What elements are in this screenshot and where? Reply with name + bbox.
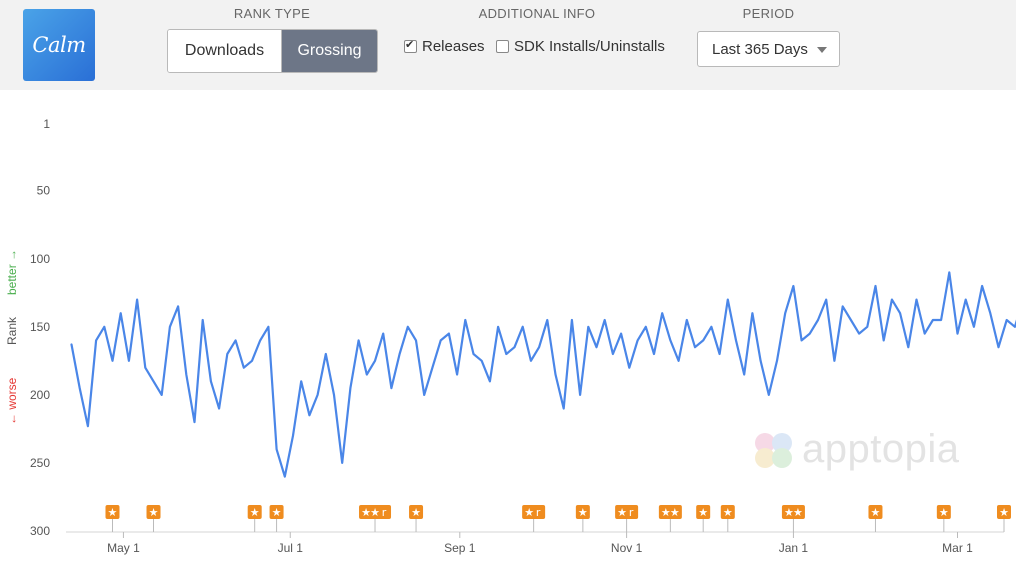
release-marker-label: ★: [361, 506, 371, 519]
sdk-label: SDK Installs/Uninstalls: [514, 38, 665, 55]
x-tick-label: Sep 1: [444, 541, 476, 555]
app-logo-text: Calm: [32, 33, 86, 57]
release-marker: [247, 505, 262, 519]
x-tick-label: Jan 1: [779, 541, 809, 555]
y-tick-label: 200: [30, 388, 50, 402]
y-tick-label: 100: [30, 252, 50, 266]
rank-type-downloads-button[interactable]: Downloads: [168, 30, 282, 72]
release-marker-label: ★: [784, 506, 794, 519]
release-marker-label: ★: [617, 506, 627, 519]
release-marker-label: ★: [578, 506, 588, 519]
y-axis-rank-label: Rank: [5, 316, 19, 345]
rank-type-grossing-button[interactable]: Grossing: [282, 30, 377, 72]
release-marker: [936, 505, 951, 519]
release-marker-label: ★: [272, 506, 282, 519]
release-marker-label: r: [536, 506, 541, 519]
rank-series-line: [70, 271, 1016, 478]
chevron-down-icon: [817, 47, 827, 53]
release-marker: [522, 505, 546, 519]
release-marker-label: ★: [723, 506, 733, 519]
releases-checkbox[interactable]: [404, 38, 417, 53]
y-tick-label: 300: [30, 524, 50, 538]
release-marker-label: ★: [670, 506, 680, 519]
header-bar: Calm RANK TYPE Downloads Grossing ADDITI…: [0, 0, 1016, 90]
release-marker: [658, 505, 682, 519]
y-tick-label: 250: [30, 456, 50, 470]
release-marker-label: ★: [149, 506, 159, 519]
release-marker-label: ★: [661, 506, 671, 519]
release-marker-label: ★: [108, 506, 118, 519]
y-axis-title: better → Rank ← worse: [5, 235, 25, 425]
release-marker: [615, 505, 639, 519]
apptopia-watermark: apptopia: [752, 427, 959, 472]
x-tick-label: Jul 1: [278, 541, 304, 555]
x-tick-label: Nov 1: [611, 541, 643, 555]
y-tick-label: 50: [37, 184, 51, 198]
releases-label: Releases: [422, 38, 485, 55]
release-marker: [720, 505, 735, 519]
release-marker-label: ★: [999, 506, 1009, 519]
apptopia-logo-icon: [755, 432, 792, 468]
release-marker: [269, 505, 284, 519]
release-marker: [868, 505, 883, 519]
release-marker-label: ★: [250, 506, 260, 519]
x-tick-label: Mar 1: [942, 541, 973, 555]
release-marker-label: ★: [411, 506, 421, 519]
release-marker: [781, 505, 805, 519]
release-marker-label: ★: [524, 506, 534, 519]
release-marker-label: ★: [698, 506, 708, 519]
y-axis-worse-label: ← worse: [5, 377, 19, 425]
release-marker-label: ★: [793, 506, 803, 519]
sdk-checkbox[interactable]: [496, 40, 509, 53]
release-marker-label: ★: [939, 506, 949, 519]
rank-type-title: RANK TYPE: [233, 6, 311, 21]
rank-type-toggle: Downloads Grossing: [167, 29, 378, 73]
period-select[interactable]: Last 365 Days: [697, 31, 840, 67]
y-tick-label: 150: [30, 320, 50, 334]
release-marker-label: ★: [871, 506, 881, 519]
additional-info-title: ADDITIONAL INFO: [478, 6, 596, 21]
release-marker: [105, 505, 120, 519]
release-marker: [696, 505, 711, 519]
y-axis-better-label: better →: [5, 248, 19, 295]
release-marker-label: ★: [370, 506, 380, 519]
release-marker: [997, 505, 1011, 519]
release-marker: [409, 505, 424, 519]
releases-checkbox-row[interactable]: Releases: [404, 38, 485, 55]
app-logo[interactable]: Calm: [23, 9, 95, 81]
y-tick-label: 1: [43, 117, 50, 131]
release-marker: [146, 505, 161, 519]
release-marker: [359, 505, 392, 519]
period-title: PERIOD: [742, 6, 795, 21]
release-marker-label: r: [382, 506, 387, 519]
release-marker: [575, 505, 590, 519]
watermark-text: apptopia: [802, 427, 960, 471]
x-tick-label: May 1: [107, 541, 140, 555]
sdk-checkbox-row[interactable]: SDK Installs/Uninstalls: [496, 38, 665, 55]
period-select-value: Last 365 Days: [712, 40, 808, 58]
release-marker-label: r: [629, 506, 634, 519]
